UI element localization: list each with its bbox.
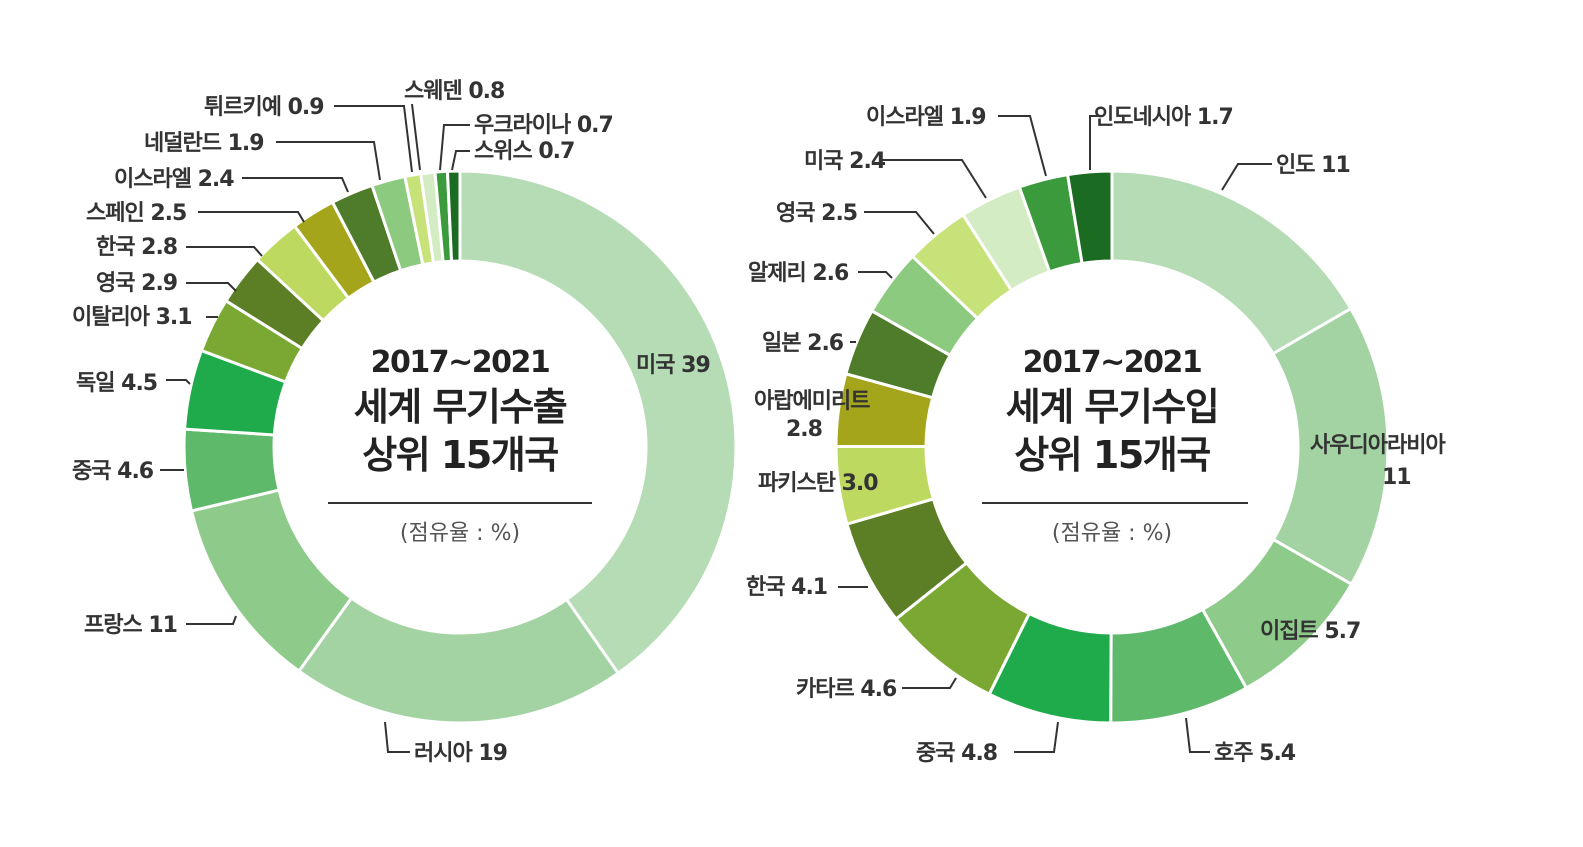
slice-label-3: 호주 5.4: [1214, 741, 1296, 766]
slice-label-1: 사우디아라비아: [1310, 433, 1446, 458]
center-title-line: 2017~2021: [371, 345, 550, 380]
slice-label-9: 이스라엘 2.4: [114, 167, 234, 192]
leader-line-7: [186, 246, 263, 257]
slice-14: [1065, 169, 1114, 266]
leader-line-14: [1089, 115, 1102, 170]
leader-line-12: [882, 159, 987, 199]
import-donut-chart: 인도 11 사우디아라비아 11 이집트 5.7 호주 5.4 중국 4.8 카타르 4.6…: [746, 105, 1447, 766]
slice-label-13: 이스라엘 1.9: [866, 105, 986, 130]
slice-label-5: 이탈리아 3.1: [72, 305, 192, 330]
export-donut-chart: 미국 39 러시아 19 프랑스 11 중국 4.6 독일 4.5 이탈리아 3.1 영국 …: [72, 79, 738, 766]
leader-line-10: [276, 141, 381, 181]
slice-label-3: 중국 4.6: [72, 459, 154, 484]
slice-label-11: 튀르키예 0.9: [204, 95, 324, 120]
slice-label-13: 우크라이나 0.7: [474, 113, 613, 138]
leader-line-3: [1185, 717, 1210, 753]
slice-1: [296, 595, 621, 725]
slice-0: [458, 169, 738, 676]
slice-label-9: 일본 2.6: [762, 331, 844, 356]
leader-line-1: [384, 721, 410, 753]
slice-label-8: 스페인 2.5: [86, 201, 186, 226]
leader-line-11: [864, 211, 935, 235]
slice-label-12: 미국 2.4: [804, 149, 886, 174]
center-title-line: 상위 15개국: [1014, 433, 1210, 477]
slice-label-12: 스웨덴 0.8: [404, 79, 504, 104]
slice-label-14: 인도네시아 1.7: [1094, 105, 1233, 130]
center-unit-label: (점유율 : %): [1052, 521, 1172, 546]
center-unit-label: (점유율 : %): [400, 521, 520, 546]
slice-label-0: 인도 11: [1276, 153, 1350, 178]
slice-label-7: 한국 2.8: [96, 235, 177, 260]
slice-label-6: 영국 2.9: [96, 271, 177, 296]
slice-label-5: 카타르 4.6: [796, 677, 897, 702]
center-title-line: 상위 15개국: [362, 433, 558, 477]
leader-line-0: [1221, 163, 1272, 191]
center-title-line: 2017~2021: [1023, 345, 1202, 380]
leader-line-8: [198, 211, 305, 223]
slice-14: [445, 169, 462, 263]
slice-label-1: 러시아 19: [414, 741, 507, 766]
slice-label-11: 영국 2.5: [776, 201, 857, 226]
leader-line-11: [334, 105, 413, 173]
leader-line-10: [858, 271, 893, 279]
center-title-line: 세계 무기수입: [1006, 385, 1219, 429]
slice-label-4: 중국 4.8: [916, 741, 997, 766]
leader-line-2: [186, 615, 237, 625]
leader-line-5: [902, 677, 957, 689]
leader-line-14: [451, 150, 470, 171]
slice-label-7: 파키스탄 3.0: [758, 471, 878, 496]
leader-line-12: [411, 103, 421, 171]
leader-line-9: [242, 177, 349, 193]
slice-label-8: 아랍에미리트: [754, 389, 870, 414]
slice-label-6: 한국 4.1: [746, 575, 827, 600]
slice-label-14: 스위스 0.7: [474, 139, 574, 164]
slice-0: [1110, 169, 1353, 356]
leader-line-4: [1014, 721, 1059, 753]
slice-label-10: 알제리 2.6: [748, 261, 849, 286]
slice-label-2: 프랑스 11: [84, 613, 177, 638]
slice-label-1: 11: [1382, 465, 1411, 490]
slice-label-10: 네덜란드 1.9: [144, 131, 264, 156]
leader-line-4: [166, 379, 191, 385]
slice-label-8: 2.8: [786, 417, 822, 442]
slice-label-0: 미국 39: [636, 353, 710, 378]
leader-line-13: [439, 124, 470, 171]
center-title-line: 세계 무기수출: [354, 385, 567, 429]
leader-line-13: [998, 115, 1047, 177]
slice-label-2: 이집트 5.7: [1260, 619, 1360, 644]
slice-label-4: 독일 4.5: [76, 371, 157, 396]
leader-line-6: [186, 282, 237, 292]
